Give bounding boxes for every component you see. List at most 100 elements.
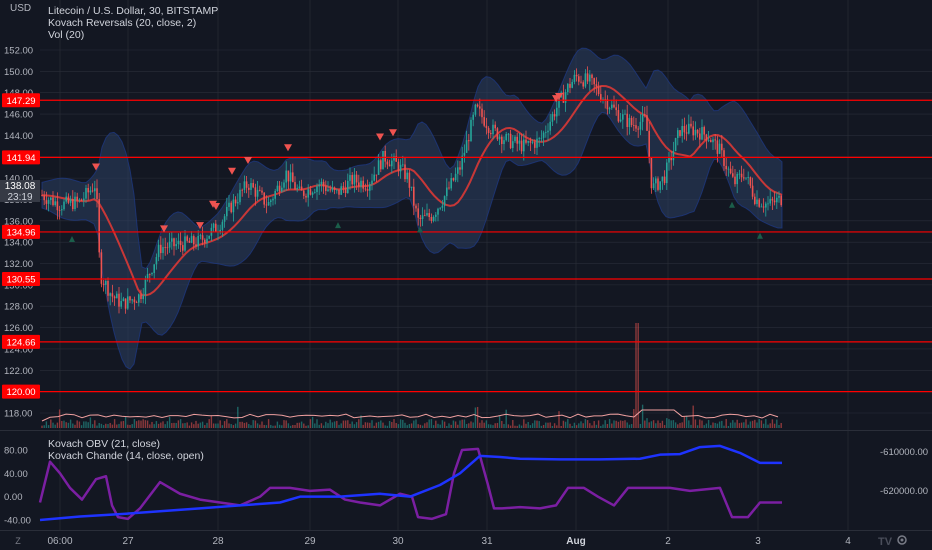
volume-bar [173, 422, 175, 428]
candle-body [155, 257, 158, 265]
gear-icon[interactable] [897, 535, 907, 545]
volume-bar [300, 421, 303, 428]
lower-left-tick: 40.00 [4, 469, 28, 480]
candle-body [142, 295, 144, 300]
candle-body [751, 185, 754, 197]
candle-body [311, 192, 314, 195]
volume-bar [375, 422, 378, 428]
volume-bar [450, 424, 452, 428]
candle-body [597, 86, 600, 95]
level-price-label: 130.55 [6, 275, 35, 286]
candle-body [393, 156, 395, 161]
candle-body [452, 178, 455, 181]
candle-body [569, 83, 571, 88]
volume-bar [516, 425, 518, 428]
candle-body [377, 160, 380, 175]
indicator-legend-reversals[interactable]: Kovach Reversals (20, close, 2) [48, 17, 196, 29]
volume-bar [681, 422, 683, 428]
candle-body [320, 181, 323, 185]
volume-bar [305, 425, 307, 428]
volume-bar [738, 423, 741, 428]
candles [41, 66, 782, 314]
candle-body [168, 241, 171, 248]
volume-bar [476, 406, 479, 428]
volume-bar [432, 425, 435, 428]
volume-bar [534, 420, 536, 428]
lower-left-tick: 0.00 [4, 492, 23, 503]
bullish-reversal-marker [335, 222, 341, 229]
candle-body [56, 201, 59, 211]
candle-body [375, 174, 378, 176]
candle-body [578, 76, 580, 82]
time-axis[interactable]: 06:00 27 28 29 30 31 Aug 2 3 4 [47, 536, 851, 547]
volume-bar [67, 422, 70, 428]
candle-body [736, 173, 738, 185]
price-tick-label: 150.00 [4, 67, 33, 78]
indicator-legend-obv[interactable]: Kovach OBV (21, close) [48, 438, 160, 450]
volume-bar [419, 424, 422, 428]
volume-bar [245, 422, 248, 428]
time-tick-label: 06:00 [47, 536, 72, 547]
volume-bar [573, 422, 576, 428]
volume-bar [83, 421, 85, 428]
price-tick-label: 152.00 [4, 46, 33, 57]
volume-bar [597, 420, 600, 428]
candle-body [417, 208, 419, 218]
candle-body [732, 173, 734, 177]
volume-bar [153, 424, 155, 428]
volume-bar [342, 420, 345, 428]
candle-body [424, 215, 426, 217]
candle-body [437, 208, 439, 215]
volume-bar [437, 423, 439, 428]
volume-bar [254, 420, 257, 428]
candle-body [635, 125, 637, 129]
volume-bar [582, 423, 584, 428]
time-tick-label: 30 [392, 536, 404, 547]
candle-body [333, 187, 336, 190]
lower-left-tick: -40.00 [4, 516, 31, 527]
lower-right-axis: -610000.00 -620000.00 [880, 447, 928, 497]
volume-bar [514, 425, 516, 428]
zoom-reset-icon[interactable]: Z [15, 536, 21, 546]
price-tick-label: 122.00 [4, 366, 33, 377]
volume-bar [703, 425, 705, 428]
candle-body [215, 223, 217, 233]
indicator-legend-chande[interactable]: Kovach Chande (14, close, open) [48, 450, 204, 462]
volume-bar [391, 422, 393, 428]
bearish-reversal-marker [212, 202, 220, 210]
symbol-title[interactable]: Litecoin / U.S. Dollar, 30, BITSTAMP [48, 5, 218, 17]
volume-bar [371, 420, 373, 428]
bearish-reversal-marker [92, 163, 100, 171]
volume-bar [384, 425, 386, 428]
volume-bar [94, 420, 96, 428]
level-badge [2, 334, 40, 349]
candle-body [201, 235, 204, 240]
candle-body [481, 108, 483, 118]
candle-body [342, 186, 345, 188]
volume-bar [283, 420, 285, 428]
candle-body [589, 74, 591, 82]
candle-body [487, 128, 490, 133]
volume-bar [622, 420, 624, 428]
volume-bar [373, 425, 375, 428]
volume-bar [580, 421, 582, 428]
candle-body [153, 264, 155, 273]
current-price: 138.08 [5, 181, 36, 192]
volume-bar [446, 425, 448, 428]
volume-bar [707, 419, 710, 428]
price-tick-label: 146.00 [4, 110, 33, 121]
volume-bar [210, 416, 213, 428]
indicator-legend-volume[interactable]: Vol (20) [48, 29, 84, 41]
bearish-reversal-marker [284, 144, 292, 152]
volume-bar [736, 419, 738, 428]
candle-body [483, 117, 485, 126]
volume-bar [626, 422, 628, 428]
volume-bar [677, 424, 679, 428]
lower-right-tick: -610000.00 [880, 447, 928, 458]
volume-bar [199, 422, 202, 428]
volume-bar [56, 422, 59, 428]
volume-bar [43, 425, 45, 428]
candle-body [151, 272, 153, 275]
candle-body [391, 160, 393, 167]
